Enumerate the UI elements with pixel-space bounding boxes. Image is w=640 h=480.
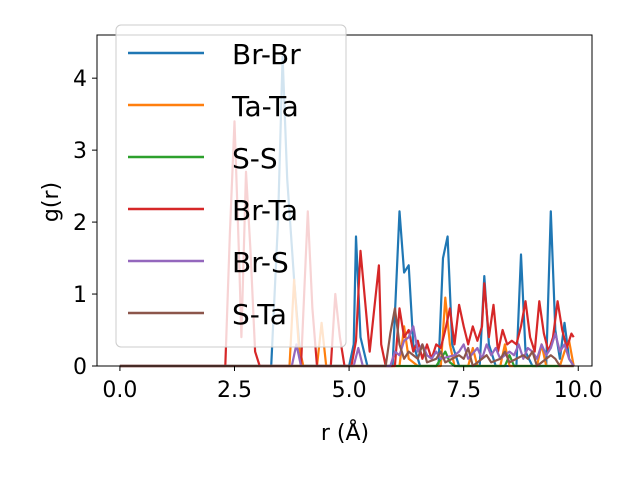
x-tick-label: 7.5 [446,378,481,403]
x-axis-ticks: 0.0 2.5 5.0 7.5 10.0 [102,366,603,403]
y-tick-label: 0 [73,355,87,380]
x-tick-label: 2.5 [217,378,252,403]
y-axis-ticks: 0 1 2 3 4 [73,67,97,380]
legend-label-br-s: Br-S [232,246,289,279]
y-axis-label: g(r) [39,182,64,222]
legend: Br-Br Ta-Ta S-S Br-Ta Br-S S-Ta [115,24,347,348]
y-tick-label: 4 [73,67,87,92]
legend-label-br-ta: Br-Ta [232,194,298,227]
legend-label-ta-ta: Ta-Ta [231,90,299,123]
y-tick-label: 2 [73,211,87,236]
y-tick-label: 3 [73,139,87,164]
x-tick-label: 5.0 [332,378,367,403]
legend-label-s-s: S-S [232,142,278,175]
legend-label-s-ta: S-Ta [232,298,287,331]
x-tick-label: 10.0 [554,378,603,403]
x-tick-label: 0.0 [102,378,137,403]
legend-label-br-br: Br-Br [232,38,301,71]
series-line-s-ta [119,307,574,368]
y-tick-label: 1 [73,283,87,308]
legend-box [115,24,347,348]
x-axis-label: r (Å) [321,419,369,446]
